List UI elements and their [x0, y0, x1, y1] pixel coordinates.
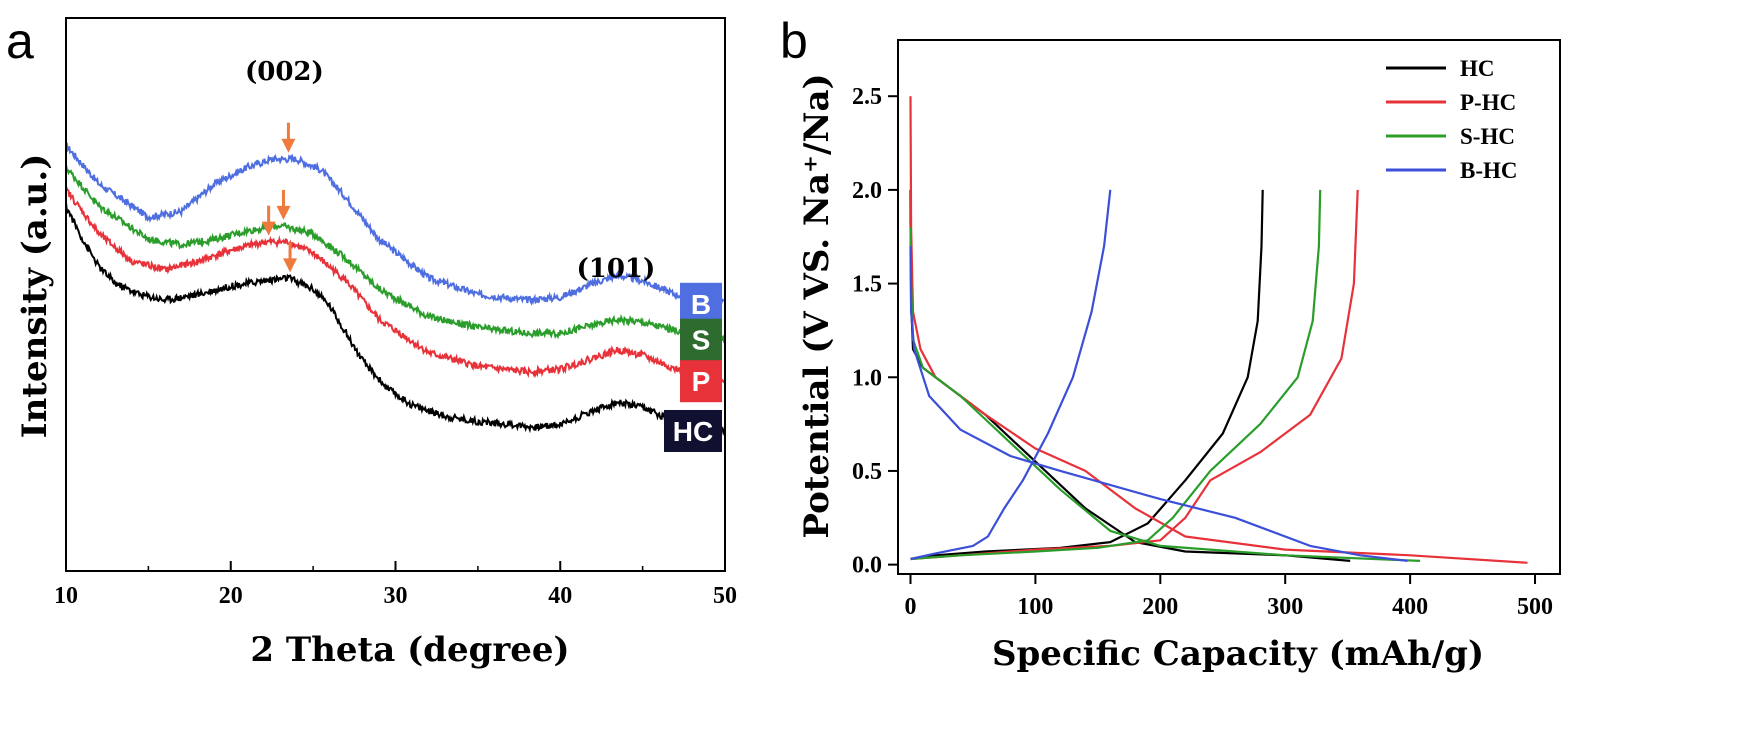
panel-a-annotation-002: (002)	[245, 57, 324, 87]
panel-a-x-tick-label: 10	[54, 583, 78, 609]
panel-a-tag-label-s: S	[692, 325, 711, 356]
panel-b-charge-curve-b-hc	[910, 189, 1112, 561]
panel-a-series-line-hc	[65, 202, 726, 436]
panel-a-peak-arrow-hc-head	[283, 258, 298, 273]
panel-b-x-tick-label: 100	[1017, 594, 1053, 620]
panel-b-x-ticks: 0 100 200 300 400 500	[904, 574, 1553, 620]
panel-b-x-axis-title: Specific Capacity (mAh/g)	[992, 634, 1484, 674]
panel-a-y-axis-title: Intensity (a.u.)	[15, 154, 55, 439]
panel-b-legend-label-b-hc: B-HC	[1460, 158, 1518, 183]
panel-a-peak-arrow-b-head	[281, 138, 296, 153]
panel-b-x-tick-label: 200	[1142, 594, 1178, 620]
panel-a-tag-box-p	[680, 360, 722, 403]
panel-a-series-tags: BSP HC	[664, 282, 722, 452]
panel-a-peak-arrow-p-head	[261, 221, 276, 236]
panel-b-discharge-curve-p-hc	[909, 96, 1528, 564]
panel-b-discharge-curve-b-hc	[909, 246, 1408, 562]
panel-a-frame	[65, 17, 726, 572]
panel-b-charge-discharge-chart: 0 100 200 300 400 500 0.0 0.5 1.0 1.5 2.0 2.5 HC P-…	[797, 39, 1561, 674]
panel-b-y-axis-title: Potential (V VS. Na⁺/Na)	[797, 73, 837, 538]
panel-a-x-ticks: 10 20 30 40 50	[54, 561, 737, 609]
panel-a-x-tick-label: 30	[384, 583, 408, 609]
panel-b-legend-label-hc: HC	[1460, 56, 1495, 81]
panel-b-letter: b	[780, 13, 808, 69]
panel-b-x-tick-label: 0	[904, 594, 916, 620]
panel-a-tag-label-p: P	[692, 366, 711, 397]
panel-a-annotation-101: (101)	[576, 254, 655, 284]
panel-b-x-tick-label: 500	[1517, 594, 1553, 620]
panel-a-series-line-p	[65, 186, 726, 385]
panel-b-x-tick-label: 300	[1267, 594, 1303, 620]
panel-b-discharge-curve-s-hc	[909, 227, 1421, 562]
panel-b-frame	[897, 39, 1561, 575]
panel-b-y-tick-label: 1.5	[852, 272, 882, 298]
panel-a-tag-label-hc: HC	[673, 416, 713, 447]
panel-a-series-line-b	[65, 141, 726, 306]
panel-b-legend-label-s-hc: S-HC	[1460, 124, 1515, 149]
panel-b-y-tick-label: 0.0	[852, 553, 882, 579]
panel-b-y-tick-label: 1.0	[852, 365, 882, 391]
panel-b-y-tick-label: 0.5	[852, 459, 882, 485]
panel-b-legend: HC P-HC S-HC B-HC	[1386, 56, 1518, 183]
panel-b-series-group	[909, 96, 1528, 564]
panel-a-tag-box-hc	[664, 409, 722, 452]
panel-b-charge-curve-hc	[910, 189, 1264, 561]
panel-a-tag-label-b: B	[691, 289, 711, 320]
panel-b-charge-curve-p-hc	[910, 189, 1359, 561]
panel-b-charge-curve-s-hc	[910, 189, 1322, 561]
panel-a-x-tick-label: 40	[548, 583, 572, 609]
panel-b-y-ticks: 0.0 0.5 1.0 1.5 2.0 2.5	[852, 84, 898, 579]
panel-a-xrd-chart: (002) (101) BSP HC 10 20 30 40 50 2 Theta (deg…	[15, 17, 737, 670]
panel-a-series-line-s	[65, 164, 726, 344]
panel-a-x-tick-label: 50	[713, 583, 737, 609]
panel-a-tag-box-s	[680, 318, 722, 361]
panel-a-annotations: (002) (101)	[245, 57, 655, 284]
panel-b-y-tick-label: 2.0	[852, 178, 882, 204]
panel-b-legend-label-p-hc: P-HC	[1460, 90, 1516, 115]
panel-a-letter: a	[6, 13, 34, 69]
panel-a-x-axis-title: 2 Theta (degree)	[250, 630, 569, 670]
panel-a-series-group	[65, 141, 726, 436]
panel-b-x-tick-label: 400	[1392, 594, 1428, 620]
panel-a-x-tick-label: 20	[219, 583, 243, 609]
panel-b-y-tick-label: 2.5	[852, 84, 882, 110]
panel-a-tag-box-b	[680, 282, 722, 325]
panel-a-peak-arrow-s-head	[276, 205, 291, 220]
